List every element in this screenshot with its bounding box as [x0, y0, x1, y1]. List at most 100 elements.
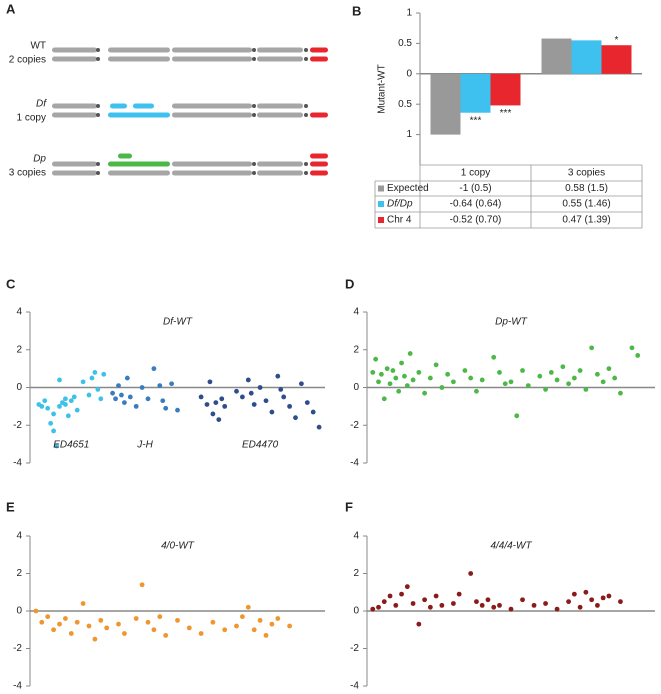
y-tick-label: -2 [13, 420, 22, 431]
point [618, 599, 623, 605]
point [462, 368, 468, 373]
point [381, 599, 387, 605]
point [110, 390, 115, 396]
chromosome-arm [52, 103, 97, 109]
point [98, 396, 104, 402]
point [151, 627, 157, 633]
value-label: -1 (0.5) [459, 183, 491, 194]
point [445, 371, 451, 377]
point [240, 394, 245, 400]
chromosome-arm [310, 47, 328, 53]
y-tick-label: 2 [16, 568, 22, 579]
centromere [96, 57, 100, 61]
y-tick-label: -4 [350, 458, 359, 469]
centromere [304, 57, 308, 61]
table-header: 1 copy [461, 168, 490, 179]
y-tick-label: 0 [353, 382, 359, 393]
centromere [304, 162, 308, 166]
chromosome-arm [310, 170, 328, 176]
point [571, 375, 577, 381]
row-label: Df [36, 99, 47, 110]
point [68, 631, 74, 636]
centromere [96, 171, 100, 175]
centromere [96, 162, 100, 166]
row-label: WT [30, 41, 46, 52]
y-tick-label: 0 [406, 68, 412, 79]
significance: * [615, 35, 619, 46]
point [520, 368, 525, 373]
centromere [252, 162, 256, 166]
point [175, 617, 180, 623]
value-label: -0.64 (0.64) [450, 199, 502, 210]
point [57, 403, 62, 409]
y-tick-label: 4 [353, 307, 359, 318]
point [384, 366, 390, 372]
bar [430, 73, 461, 135]
legend-swatch [378, 185, 384, 192]
chromosome-arm [108, 47, 170, 53]
bar [541, 38, 572, 74]
panel-label: B [352, 3, 361, 18]
point [589, 345, 595, 351]
point [293, 415, 298, 421]
value-label: 0.47 (1.39) [562, 215, 610, 226]
point [263, 632, 269, 638]
group-label: ED4470 [242, 440, 279, 451]
point [42, 398, 48, 404]
point [127, 394, 133, 400]
point [186, 625, 192, 631]
point [304, 400, 310, 405]
point [456, 591, 462, 597]
y-tick-label: 1 [406, 8, 412, 19]
chromosome-arm [52, 161, 97, 167]
chromosome-arm [172, 103, 252, 109]
chromosome-arm [257, 56, 303, 62]
point [119, 392, 124, 398]
value-label: 0.55 (1.46) [562, 199, 610, 210]
point [595, 602, 600, 608]
point [612, 375, 618, 381]
row-sublabel: 1 copy [17, 113, 46, 124]
point [151, 366, 157, 372]
point [74, 619, 80, 625]
point [157, 614, 163, 620]
point [606, 366, 612, 372]
point [122, 631, 127, 636]
point [222, 403, 228, 409]
point [433, 593, 439, 599]
point [160, 398, 166, 404]
point [571, 591, 577, 597]
point [207, 379, 213, 385]
point [175, 407, 180, 413]
point [198, 394, 204, 400]
chromosome-arm [133, 103, 154, 109]
point [370, 370, 376, 375]
chromosome-arm [172, 112, 252, 118]
point [491, 354, 497, 360]
point [629, 345, 635, 351]
point [269, 621, 275, 627]
chromosome-arm [257, 161, 303, 167]
point [543, 601, 548, 606]
point [95, 386, 101, 392]
point [497, 370, 502, 375]
point [257, 617, 263, 623]
point [566, 381, 571, 387]
y-tick-label: 2 [353, 568, 359, 579]
chromosome-arm [172, 170, 252, 176]
point [145, 619, 151, 625]
point [381, 396, 387, 402]
panel-label: C [6, 276, 16, 291]
group-label: ED4651 [53, 440, 89, 451]
point [595, 371, 600, 377]
point [104, 625, 110, 631]
y-tick-label: -4 [13, 458, 22, 469]
chromosome-arm [52, 170, 97, 176]
point [497, 602, 502, 608]
point [48, 420, 54, 426]
chart-title: Df-WT [163, 317, 193, 328]
point [51, 428, 56, 434]
point [80, 601, 86, 606]
chart-title: 4/0-WT [161, 541, 195, 552]
point [525, 383, 531, 389]
